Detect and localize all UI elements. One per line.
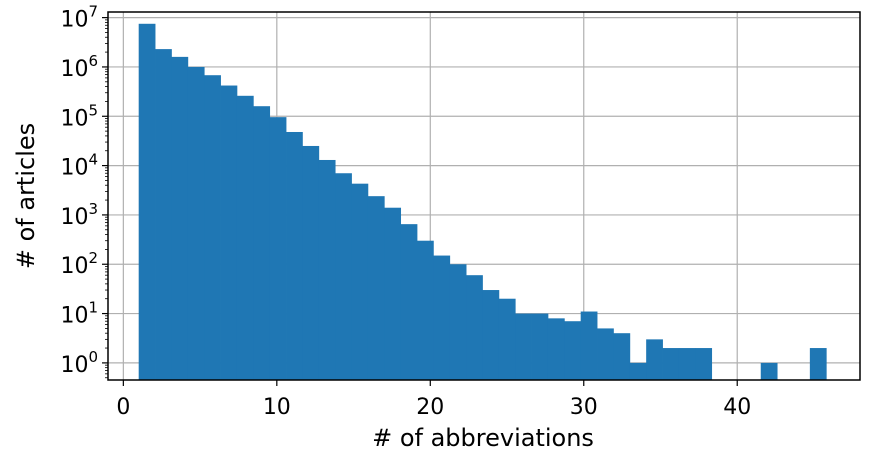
histogram-bar bbox=[531, 313, 549, 380]
y-tick-label-base: 10 bbox=[60, 254, 88, 279]
histogram-bar bbox=[400, 224, 418, 380]
histogram-bar bbox=[613, 333, 631, 380]
histogram-bar bbox=[466, 275, 483, 380]
y-tick-label-base: 10 bbox=[60, 8, 88, 33]
histogram-bar bbox=[253, 106, 271, 380]
y-tick-label-exponent: 6 bbox=[88, 52, 98, 70]
x-tick-label: 30 bbox=[570, 395, 598, 420]
histogram-bar bbox=[695, 348, 713, 380]
y-tick-label-exponent: 5 bbox=[88, 101, 98, 119]
histogram-bar bbox=[580, 311, 598, 380]
histogram-bar bbox=[662, 348, 680, 380]
histogram-bar bbox=[564, 321, 582, 380]
histogram-bar bbox=[629, 362, 647, 380]
y-tick-label-exponent: 7 bbox=[88, 3, 98, 21]
histogram-bar bbox=[498, 298, 516, 380]
histogram-bar bbox=[760, 362, 778, 380]
x-axis-ticks: 0 10 20 30 40 bbox=[116, 380, 751, 420]
histogram-bar bbox=[335, 173, 352, 380]
y-tick-label-exponent: 2 bbox=[88, 249, 98, 267]
histogram-bar bbox=[220, 85, 238, 380]
histogram-bar bbox=[433, 255, 451, 380]
histogram-bar bbox=[547, 318, 565, 380]
y-tick-label: 101 bbox=[60, 299, 98, 329]
x-tick-label: 40 bbox=[723, 395, 751, 420]
histogram-bar bbox=[286, 131, 303, 380]
y-tick-label-exponent: 0 bbox=[88, 348, 98, 366]
x-tick-label: 20 bbox=[416, 395, 444, 420]
plot-frame bbox=[107, 11, 861, 381]
histogram-bar bbox=[204, 75, 221, 380]
histogram-bar bbox=[318, 159, 336, 380]
y-tick-label-base: 10 bbox=[60, 156, 88, 181]
histogram-bar bbox=[384, 207, 402, 380]
histogram-bar bbox=[449, 264, 467, 380]
histogram-bar bbox=[302, 145, 320, 380]
histogram-bar bbox=[416, 240, 434, 380]
histogram-bar bbox=[138, 23, 156, 381]
y-tick-label: 107 bbox=[60, 3, 98, 33]
y-axis-label: # of articles bbox=[12, 123, 40, 269]
y-tick-label: 104 bbox=[60, 151, 98, 181]
histogram-bar bbox=[236, 95, 254, 380]
y-tick-label: 106 bbox=[60, 52, 98, 82]
histogram-bar bbox=[515, 313, 532, 380]
histogram-bar bbox=[367, 196, 385, 380]
y-tick-label: 102 bbox=[60, 249, 98, 279]
histogram-bar bbox=[646, 339, 663, 380]
x-tick-label: 10 bbox=[263, 395, 291, 420]
y-tick-label-base: 10 bbox=[60, 106, 88, 131]
histogram-bar bbox=[171, 56, 189, 380]
x-tick-label: 0 bbox=[116, 395, 130, 420]
histogram-bar bbox=[351, 183, 369, 380]
y-tick-label-base: 10 bbox=[60, 304, 88, 329]
y-tick-label-exponent: 4 bbox=[88, 151, 98, 169]
histogram-bar bbox=[678, 348, 696, 380]
histogram-bar bbox=[269, 117, 287, 381]
y-tick-label: 100 bbox=[60, 348, 98, 378]
histogram-bar bbox=[809, 348, 827, 380]
x-axis-label: # of abbreviations bbox=[372, 424, 594, 452]
y-tick-label: 103 bbox=[60, 200, 98, 230]
y-tick-label-exponent: 1 bbox=[88, 299, 98, 317]
y-tick-label-base: 10 bbox=[60, 57, 88, 82]
y-tick-label-base: 10 bbox=[60, 353, 88, 378]
histogram-bar bbox=[597, 328, 614, 380]
y-tick-label-exponent: 3 bbox=[88, 200, 98, 218]
y-tick-label: 105 bbox=[60, 101, 98, 131]
histogram-bars bbox=[138, 23, 827, 381]
histogram-bar bbox=[187, 66, 205, 380]
histogram-bar bbox=[482, 290, 500, 380]
y-tick-label-base: 10 bbox=[60, 205, 88, 230]
histogram-bar bbox=[155, 49, 172, 381]
